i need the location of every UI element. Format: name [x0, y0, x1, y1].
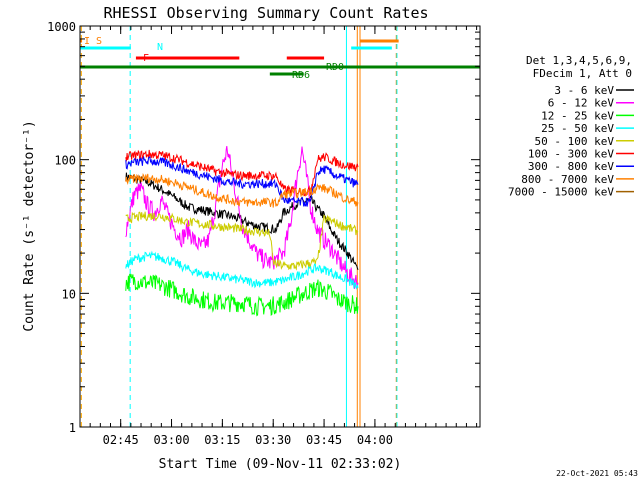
- chart-title: RHESSI Observing Summary Count Rates: [103, 4, 428, 22]
- legend-entry-label: 12 - 25 keV: [541, 109, 614, 122]
- legend-entry-label: 25 - 50 keV: [541, 122, 614, 135]
- series-50-100-kev-line: [125, 211, 359, 271]
- state-label-F: F: [143, 53, 149, 64]
- legend-entry-label: 50 - 100 keV: [535, 135, 615, 148]
- legend: Det 1,3,4,5,6,9,FDecim 1, Att 0 3 - 6 keV…: [508, 54, 634, 199]
- y-tick-label: 1: [69, 421, 76, 435]
- series-100-300-kev-line: [125, 149, 359, 198]
- x-axis-label: Start Time (09-Nov-11 02:33:02): [159, 457, 402, 472]
- series-300-800-kev-line: [125, 155, 359, 207]
- state-label-RD0: RD0: [326, 62, 344, 73]
- legend-entry-label: 100 - 300 keV: [528, 148, 614, 161]
- y-tick-label: 1000: [47, 20, 76, 34]
- data-layer: I S NF RD0 RD6: [80, 26, 480, 427]
- x-tick-label: 03:15: [204, 433, 240, 447]
- axes: 02:45 03:00 03:15 03:30 03:45 04:00 1 10 100 1000: [47, 20, 480, 447]
- legend-entry-label: 3 - 6 keV: [554, 84, 614, 97]
- state-label-RD6: RD6: [292, 70, 310, 81]
- legend-header: Det 1,3,4,5,6,9,: [526, 54, 632, 67]
- state-label-N: N: [157, 42, 163, 53]
- x-tick-label: 02:45: [103, 433, 139, 447]
- series-800-7000-kev-line: [125, 172, 359, 208]
- plot-frame: [79, 25, 481, 428]
- y-axis-label: Count Rate (s⁻¹ detector⁻¹): [22, 120, 37, 331]
- legend-entry-label: 300 - 800 keV: [528, 160, 614, 173]
- legend-entry-label: 800 - 7000 keV: [521, 173, 614, 186]
- legend-header: FDecim 1, Att 0: [533, 67, 632, 80]
- x-tick-label: 04:00: [357, 433, 393, 447]
- state-label-IS: I S: [84, 36, 102, 47]
- footer-timestamp: 22-Oct-2021 05:43: [556, 469, 638, 478]
- series-12-25-kev-line: [125, 273, 359, 317]
- x-tick-label: 03:30: [255, 433, 291, 447]
- y-tick-label: 10: [62, 287, 76, 301]
- legend-entry-label: 7000 - 15000 keV: [508, 186, 614, 199]
- legend-entry-label: 6 - 12 keV: [548, 97, 615, 110]
- y-tick-label: 100: [54, 154, 76, 168]
- x-tick-label: 03:00: [153, 433, 189, 447]
- x-tick-label: 03:45: [306, 433, 342, 447]
- series-3-6-kev-line: [125, 172, 359, 270]
- series-25-50-kev-line: [125, 250, 359, 290]
